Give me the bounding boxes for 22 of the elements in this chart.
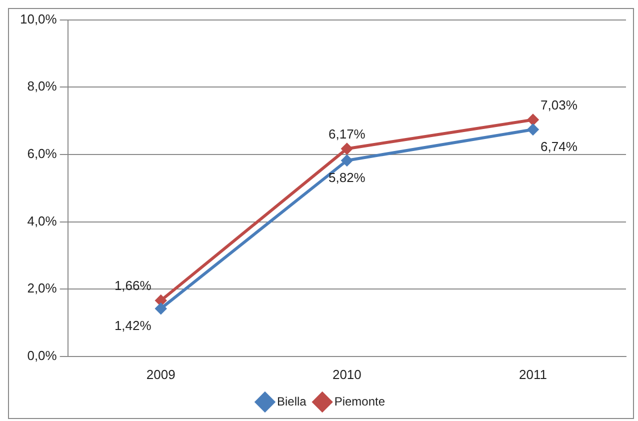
- y-tick-label: 6,0%: [27, 146, 58, 162]
- point: [527, 124, 538, 136]
- x-tick-label: 2010: [332, 366, 362, 382]
- y-tick-label: 4,0%: [27, 213, 58, 228]
- point: [527, 114, 538, 126]
- y-tick-label: 8,0%: [27, 78, 58, 94]
- x-tick-label: 2011: [518, 366, 547, 382]
- y-tick-label: 2,0%: [27, 280, 58, 296]
- y-tick-label: 0,0%: [27, 348, 58, 363]
- data-label: 6,74%: [540, 139, 578, 154]
- legend-label: Biella: [276, 394, 307, 408]
- y-tick-label: 10,0%: [20, 11, 58, 26]
- data-label: 6,17%: [328, 126, 366, 142]
- point: [341, 155, 352, 166]
- legend-label: Piemonte: [334, 394, 386, 408]
- data-label: 1,42%: [114, 318, 152, 334]
- data-label: 7,03%: [540, 97, 578, 112]
- x-tick-label: 2009: [146, 366, 176, 382]
- data-label: 5,82%: [328, 170, 366, 186]
- point: [341, 143, 352, 154]
- data-label: 1,66%: [114, 278, 152, 294]
- point: [155, 303, 166, 314]
